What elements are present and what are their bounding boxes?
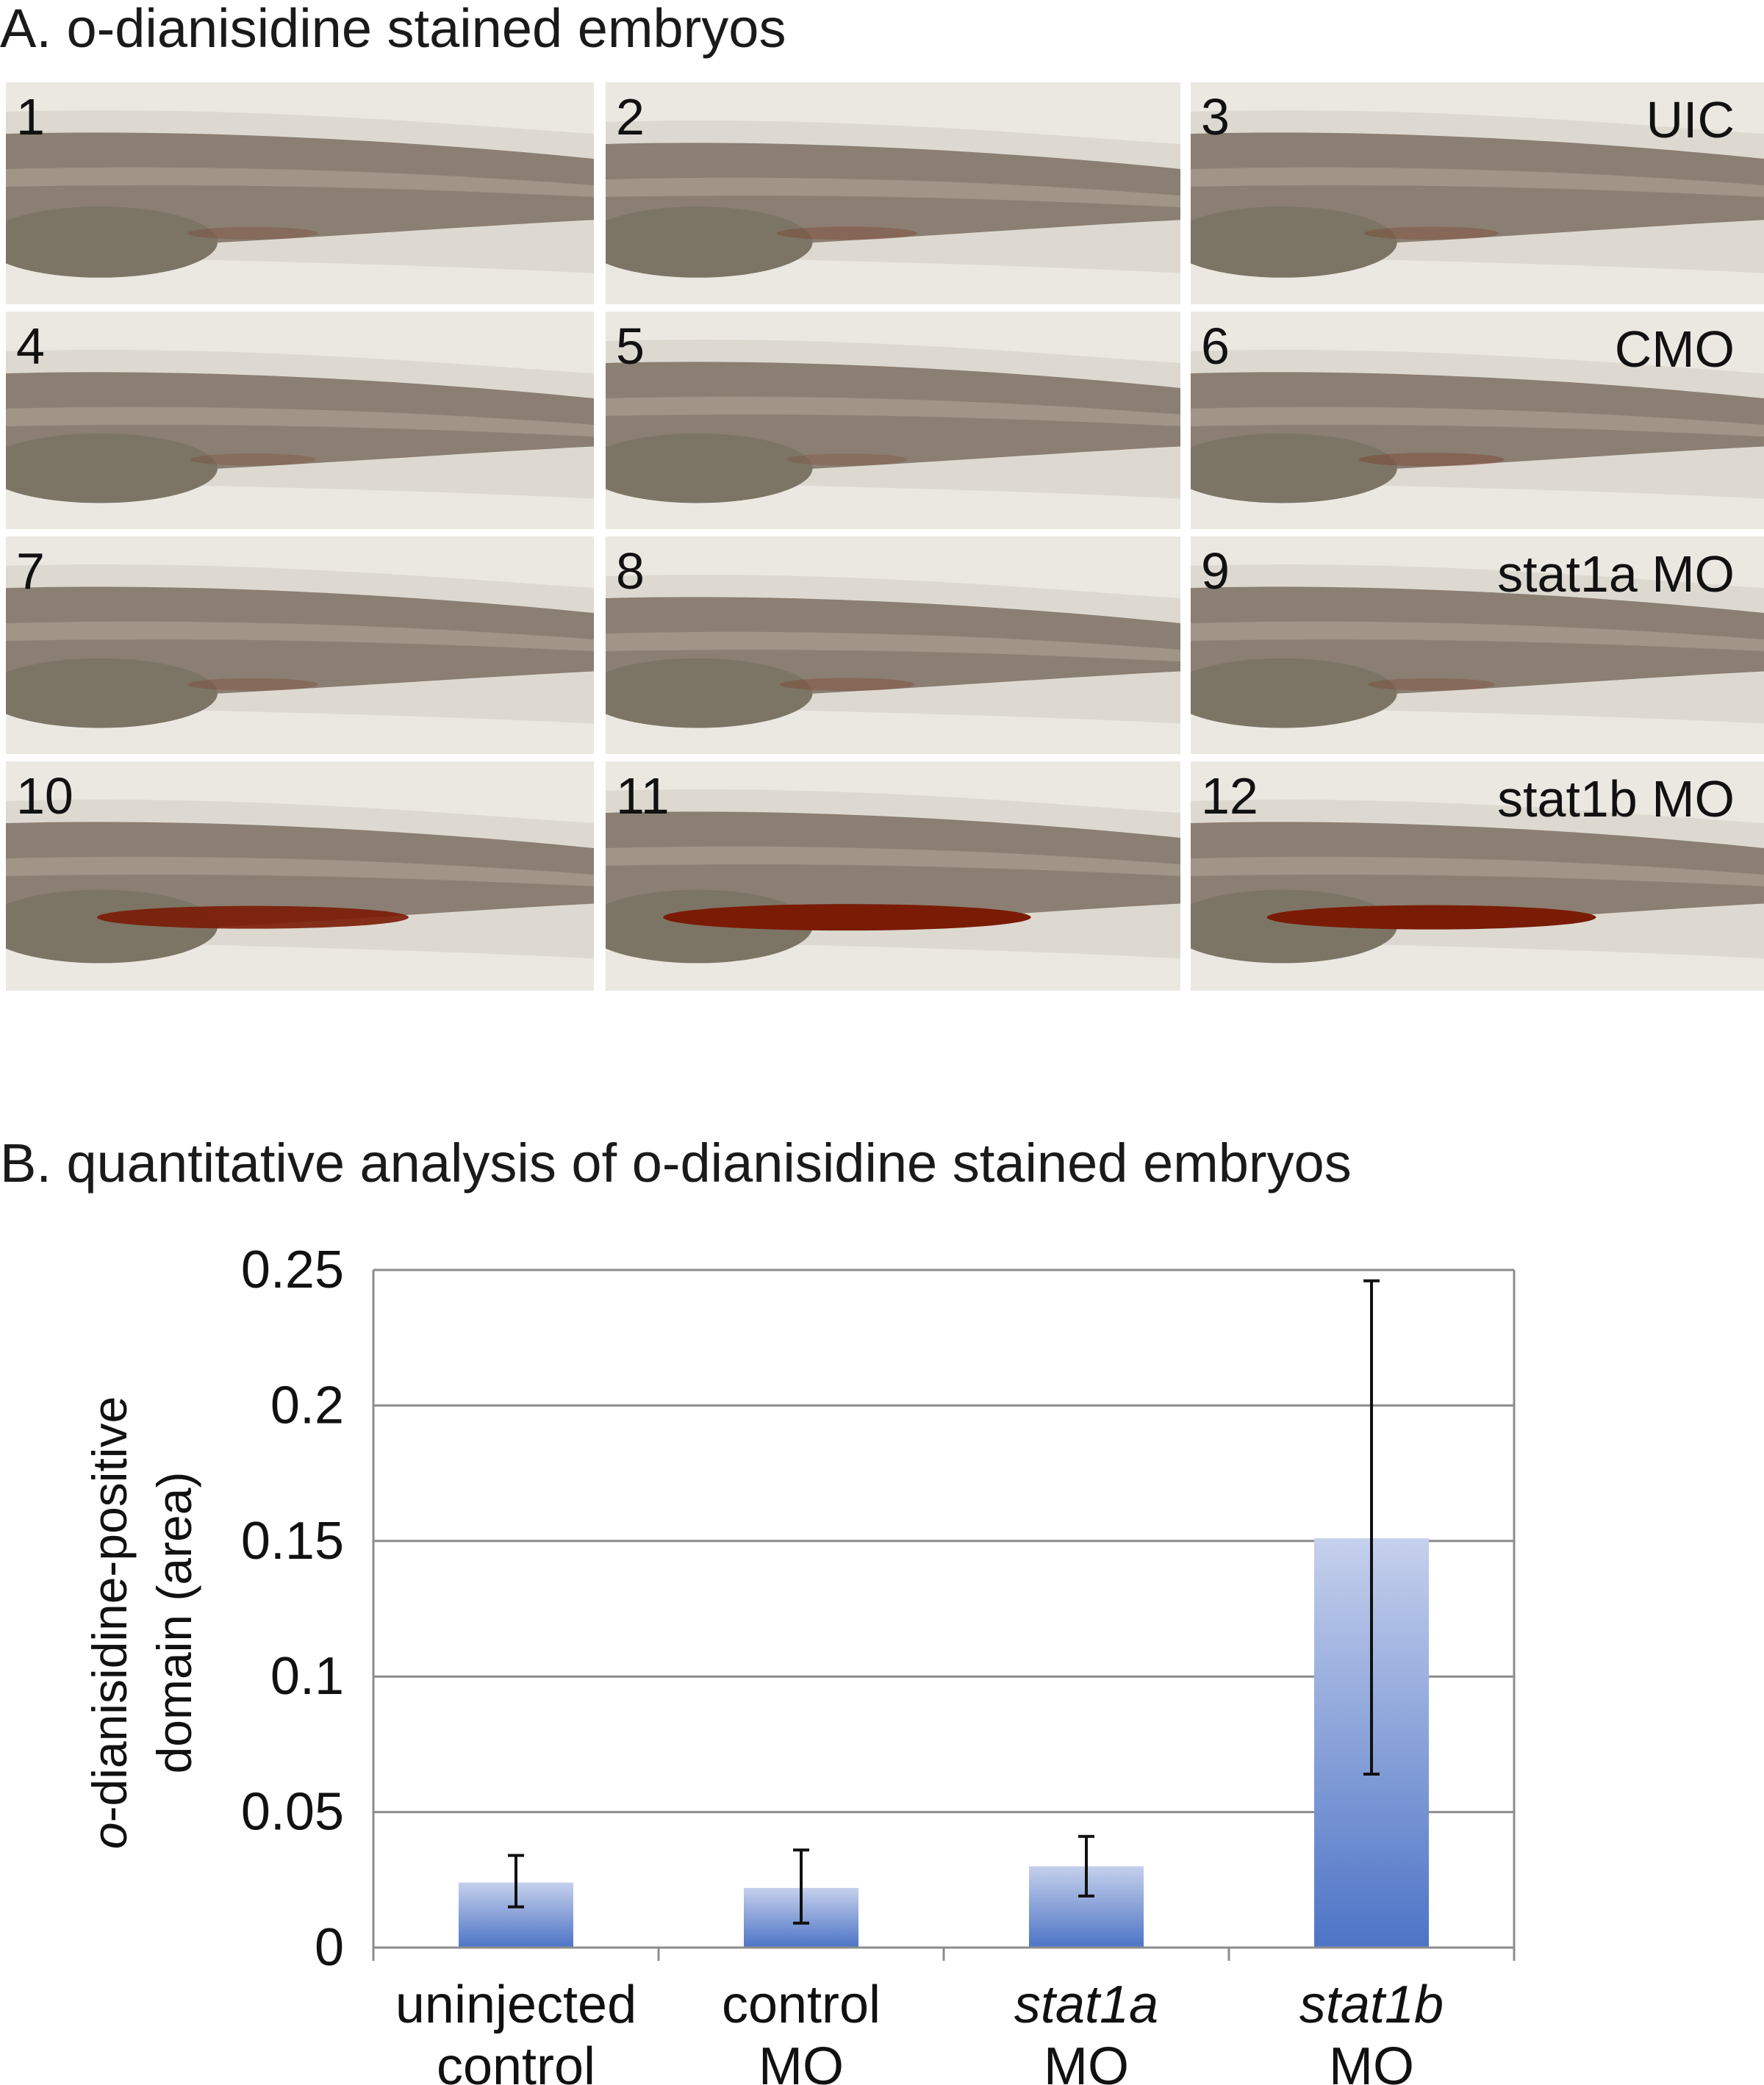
panel-group-label: CMO xyxy=(1614,320,1735,378)
panel-number: 11 xyxy=(616,767,670,825)
panel-number: 2 xyxy=(616,88,645,146)
embryo-image xyxy=(6,82,594,304)
panel-number: 5 xyxy=(616,317,645,375)
embryo-panel-8: 8 xyxy=(606,536,1180,754)
embryo-image xyxy=(6,761,594,991)
y-axis-label-line2: domain (area) xyxy=(147,1472,201,1774)
panel-number: 6 xyxy=(1201,317,1230,375)
embryo-panel-11: 11 xyxy=(606,761,1180,991)
panel-number: 12 xyxy=(1201,767,1258,825)
figure-a-title: A. o-dianisidine stained embryos xyxy=(0,0,786,59)
panel-number: 4 xyxy=(16,317,45,375)
panel-number: 9 xyxy=(1201,542,1230,600)
x-category-labels: uninjectedcontrolcontrolMOstat1aMOstat1b… xyxy=(395,1975,1444,2085)
x-category-label: control xyxy=(722,1975,881,2034)
bars xyxy=(459,1538,1429,1948)
x-category-label: uninjected xyxy=(395,1975,637,2034)
x-category-label: stat1b xyxy=(1299,1975,1444,2034)
panel-number: 1 xyxy=(16,88,45,146)
embryo-image xyxy=(1191,761,1764,991)
x-category-label-line2: control xyxy=(437,2037,595,2085)
panel-number: 10 xyxy=(16,767,74,825)
error-bars xyxy=(373,1279,1514,1949)
embryo-image xyxy=(1191,82,1764,304)
embryo-image xyxy=(606,761,1180,991)
y-tick-label: 0 xyxy=(315,1918,344,1977)
embryo-image xyxy=(606,312,1180,529)
y-tick-label: 0.05 xyxy=(241,1783,344,1842)
x-category-label: stat1a xyxy=(1014,1975,1158,2034)
panel-group-label: stat1a MO xyxy=(1497,545,1735,603)
embryo-panel-grid: 1 2 3 UIC 4 5 6 CMO 7 8 9 stat1a MO 10 11 12 stat1b MO xyxy=(0,82,1764,1056)
panel-number: 8 xyxy=(616,542,645,600)
panel-group-label: stat1b MO xyxy=(1497,770,1735,828)
embryo-image xyxy=(6,312,594,529)
embryo-panel-5: 5 xyxy=(606,312,1180,529)
embryo-image xyxy=(1191,312,1764,529)
figure-b-title: B. quantitative analysis of o-dianisidin… xyxy=(0,1133,1352,1194)
embryo-panel-1: 1 xyxy=(6,82,594,304)
embryo-panel-6: 6 CMO xyxy=(1191,312,1764,529)
embryo-image xyxy=(1191,536,1764,754)
embryo-panel-3: 3 UIC xyxy=(1191,82,1764,304)
embryo-panel-2: 2 xyxy=(606,82,1180,304)
embryo-panel-4: 4 xyxy=(6,312,594,529)
panel-group-label: UIC xyxy=(1646,91,1735,148)
x-category-label-line2: MO xyxy=(759,2037,844,2085)
embryo-panel-7: 7 xyxy=(6,536,594,754)
embryo-panel-10: 10 xyxy=(6,761,594,991)
y-tick-label: 0.1 xyxy=(270,1647,344,1706)
y-tick-label: 0.2 xyxy=(270,1376,344,1435)
panel-number: 3 xyxy=(1201,88,1230,146)
x-category-label-line2: MO xyxy=(1329,2037,1414,2085)
embryo-panel-12: 12 stat1b MO xyxy=(1191,761,1764,991)
embryo-image xyxy=(6,536,594,754)
y-tick-label: 0.15 xyxy=(241,1512,344,1571)
y-tick-labels: 0 0.05 0.1 0.15 0.2 0.25 xyxy=(241,1241,344,1977)
panel-number: 7 xyxy=(16,542,45,600)
y-axis-label-line1: o-dianisidine-positive xyxy=(82,1396,137,1849)
embryo-image xyxy=(606,82,1180,304)
y-tick-label: 0.25 xyxy=(241,1241,344,1299)
x-category-label-line2: MO xyxy=(1044,2037,1129,2085)
bar-chart: 00.050.10.150.20.25 uninjectedcontrolcon… xyxy=(82,1241,1516,2085)
embryo-panel-9: 9 stat1a MO xyxy=(1191,536,1764,754)
embryo-image xyxy=(606,536,1180,754)
